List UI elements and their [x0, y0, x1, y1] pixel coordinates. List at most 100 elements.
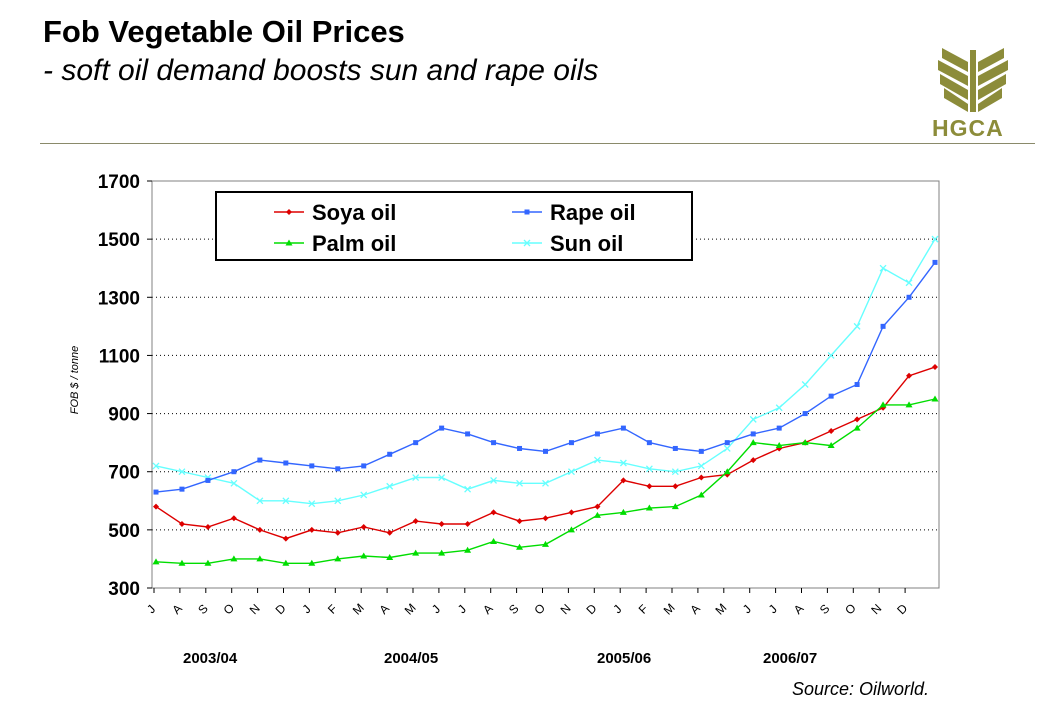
data-point: [672, 483, 679, 490]
data-point: [523, 239, 531, 247]
data-point: [334, 497, 342, 505]
data-point: [724, 440, 730, 446]
y-axis-label: FOB $ / tonne: [69, 346, 81, 414]
data-point: [594, 431, 600, 437]
x-tick-label: N: [868, 601, 884, 617]
x-tick-label: A: [169, 601, 185, 617]
y-tick-label: 300: [108, 579, 140, 600]
data-point: [750, 457, 757, 464]
data-point: [361, 463, 367, 469]
x-tick-label: O: [531, 601, 548, 618]
data-point: [619, 508, 627, 515]
data-point: [438, 521, 445, 528]
data-point: [308, 526, 315, 533]
data-point: [204, 523, 211, 530]
data-point: [205, 477, 211, 483]
data-point: [775, 442, 783, 449]
x-tick-label: M: [402, 601, 419, 618]
data-point: [178, 468, 186, 476]
data-point: [671, 468, 679, 476]
data-point: [335, 466, 341, 472]
chart-series: [152, 235, 939, 566]
data-point: [256, 497, 264, 505]
x-tick-label: O: [842, 601, 859, 618]
data-point: [230, 479, 238, 487]
data-point: [517, 445, 523, 451]
data-point: [413, 440, 419, 446]
data-point: [801, 439, 809, 446]
chart-grid: [152, 238, 939, 531]
x-tick-label: M: [350, 601, 367, 618]
data-point: [698, 474, 705, 481]
data-point: [880, 323, 886, 329]
data-point: [490, 476, 498, 484]
legend-label: Sun oil: [550, 231, 623, 256]
data-point: [802, 411, 808, 417]
data-point: [282, 497, 290, 505]
x-tick-label: J: [610, 602, 624, 616]
x-tick-label: A: [376, 601, 392, 617]
data-point: [178, 521, 185, 528]
data-point: [257, 457, 263, 463]
data-point: [309, 463, 315, 469]
data-point: [439, 425, 445, 431]
data-point: [697, 462, 705, 470]
data-point: [775, 404, 783, 412]
data-point: [801, 381, 809, 388]
data-point: [412, 549, 420, 556]
page-title: Fob Vegetable Oil Prices: [43, 14, 405, 49]
data-point: [153, 489, 159, 495]
data-point: [179, 486, 185, 492]
data-point: [438, 549, 446, 556]
legend-label: Palm oil: [312, 231, 396, 256]
data-point: [516, 518, 523, 525]
data-point: [749, 439, 757, 446]
legend-label: Soya oil: [312, 200, 396, 225]
x-tick-label: O: [221, 601, 238, 618]
data-point: [619, 459, 627, 467]
data-point: [932, 364, 938, 371]
data-point: [230, 555, 238, 562]
data-point: [412, 518, 419, 525]
data-point: [931, 235, 939, 243]
data-point: [749, 415, 757, 423]
x-tick-label: A: [687, 601, 703, 617]
data-point: [153, 503, 159, 510]
x-tick-label: F: [636, 602, 651, 617]
data-point: [671, 503, 679, 510]
series-rape-oil: [153, 259, 938, 495]
data-point: [516, 479, 523, 487]
x-tick-label: J: [144, 602, 158, 616]
data-point: [542, 479, 549, 487]
data-point: [308, 500, 316, 508]
y-tick-label: 1300: [98, 288, 140, 309]
data-point: [828, 393, 834, 399]
data-point: [465, 431, 471, 437]
data-point: [723, 444, 731, 452]
data-point: [282, 535, 289, 542]
y-tick-label: 1700: [98, 172, 140, 193]
data-point: [568, 509, 575, 516]
x-tick-label: S: [195, 601, 211, 617]
y-tick-label: 900: [108, 405, 140, 426]
x-tick-label: D: [583, 601, 599, 617]
data-point: [360, 491, 368, 499]
data-point: [464, 485, 472, 493]
data-point: [827, 351, 835, 359]
data-point: [620, 477, 627, 484]
data-point: [879, 401, 887, 408]
header-divider: [40, 143, 1035, 144]
source-note: Source: Oilworld.: [792, 679, 930, 699]
data-point: [334, 555, 342, 562]
x-tick-label: M: [712, 601, 729, 618]
data-point: [593, 511, 601, 518]
data-point: [776, 425, 782, 431]
x-tick-label: J: [455, 602, 469, 616]
data-point: [905, 401, 913, 408]
data-point: [854, 416, 861, 423]
data-point: [645, 465, 653, 473]
data-point: [723, 468, 731, 475]
x-tick-label: S: [817, 601, 833, 617]
legend-box: [215, 191, 693, 261]
